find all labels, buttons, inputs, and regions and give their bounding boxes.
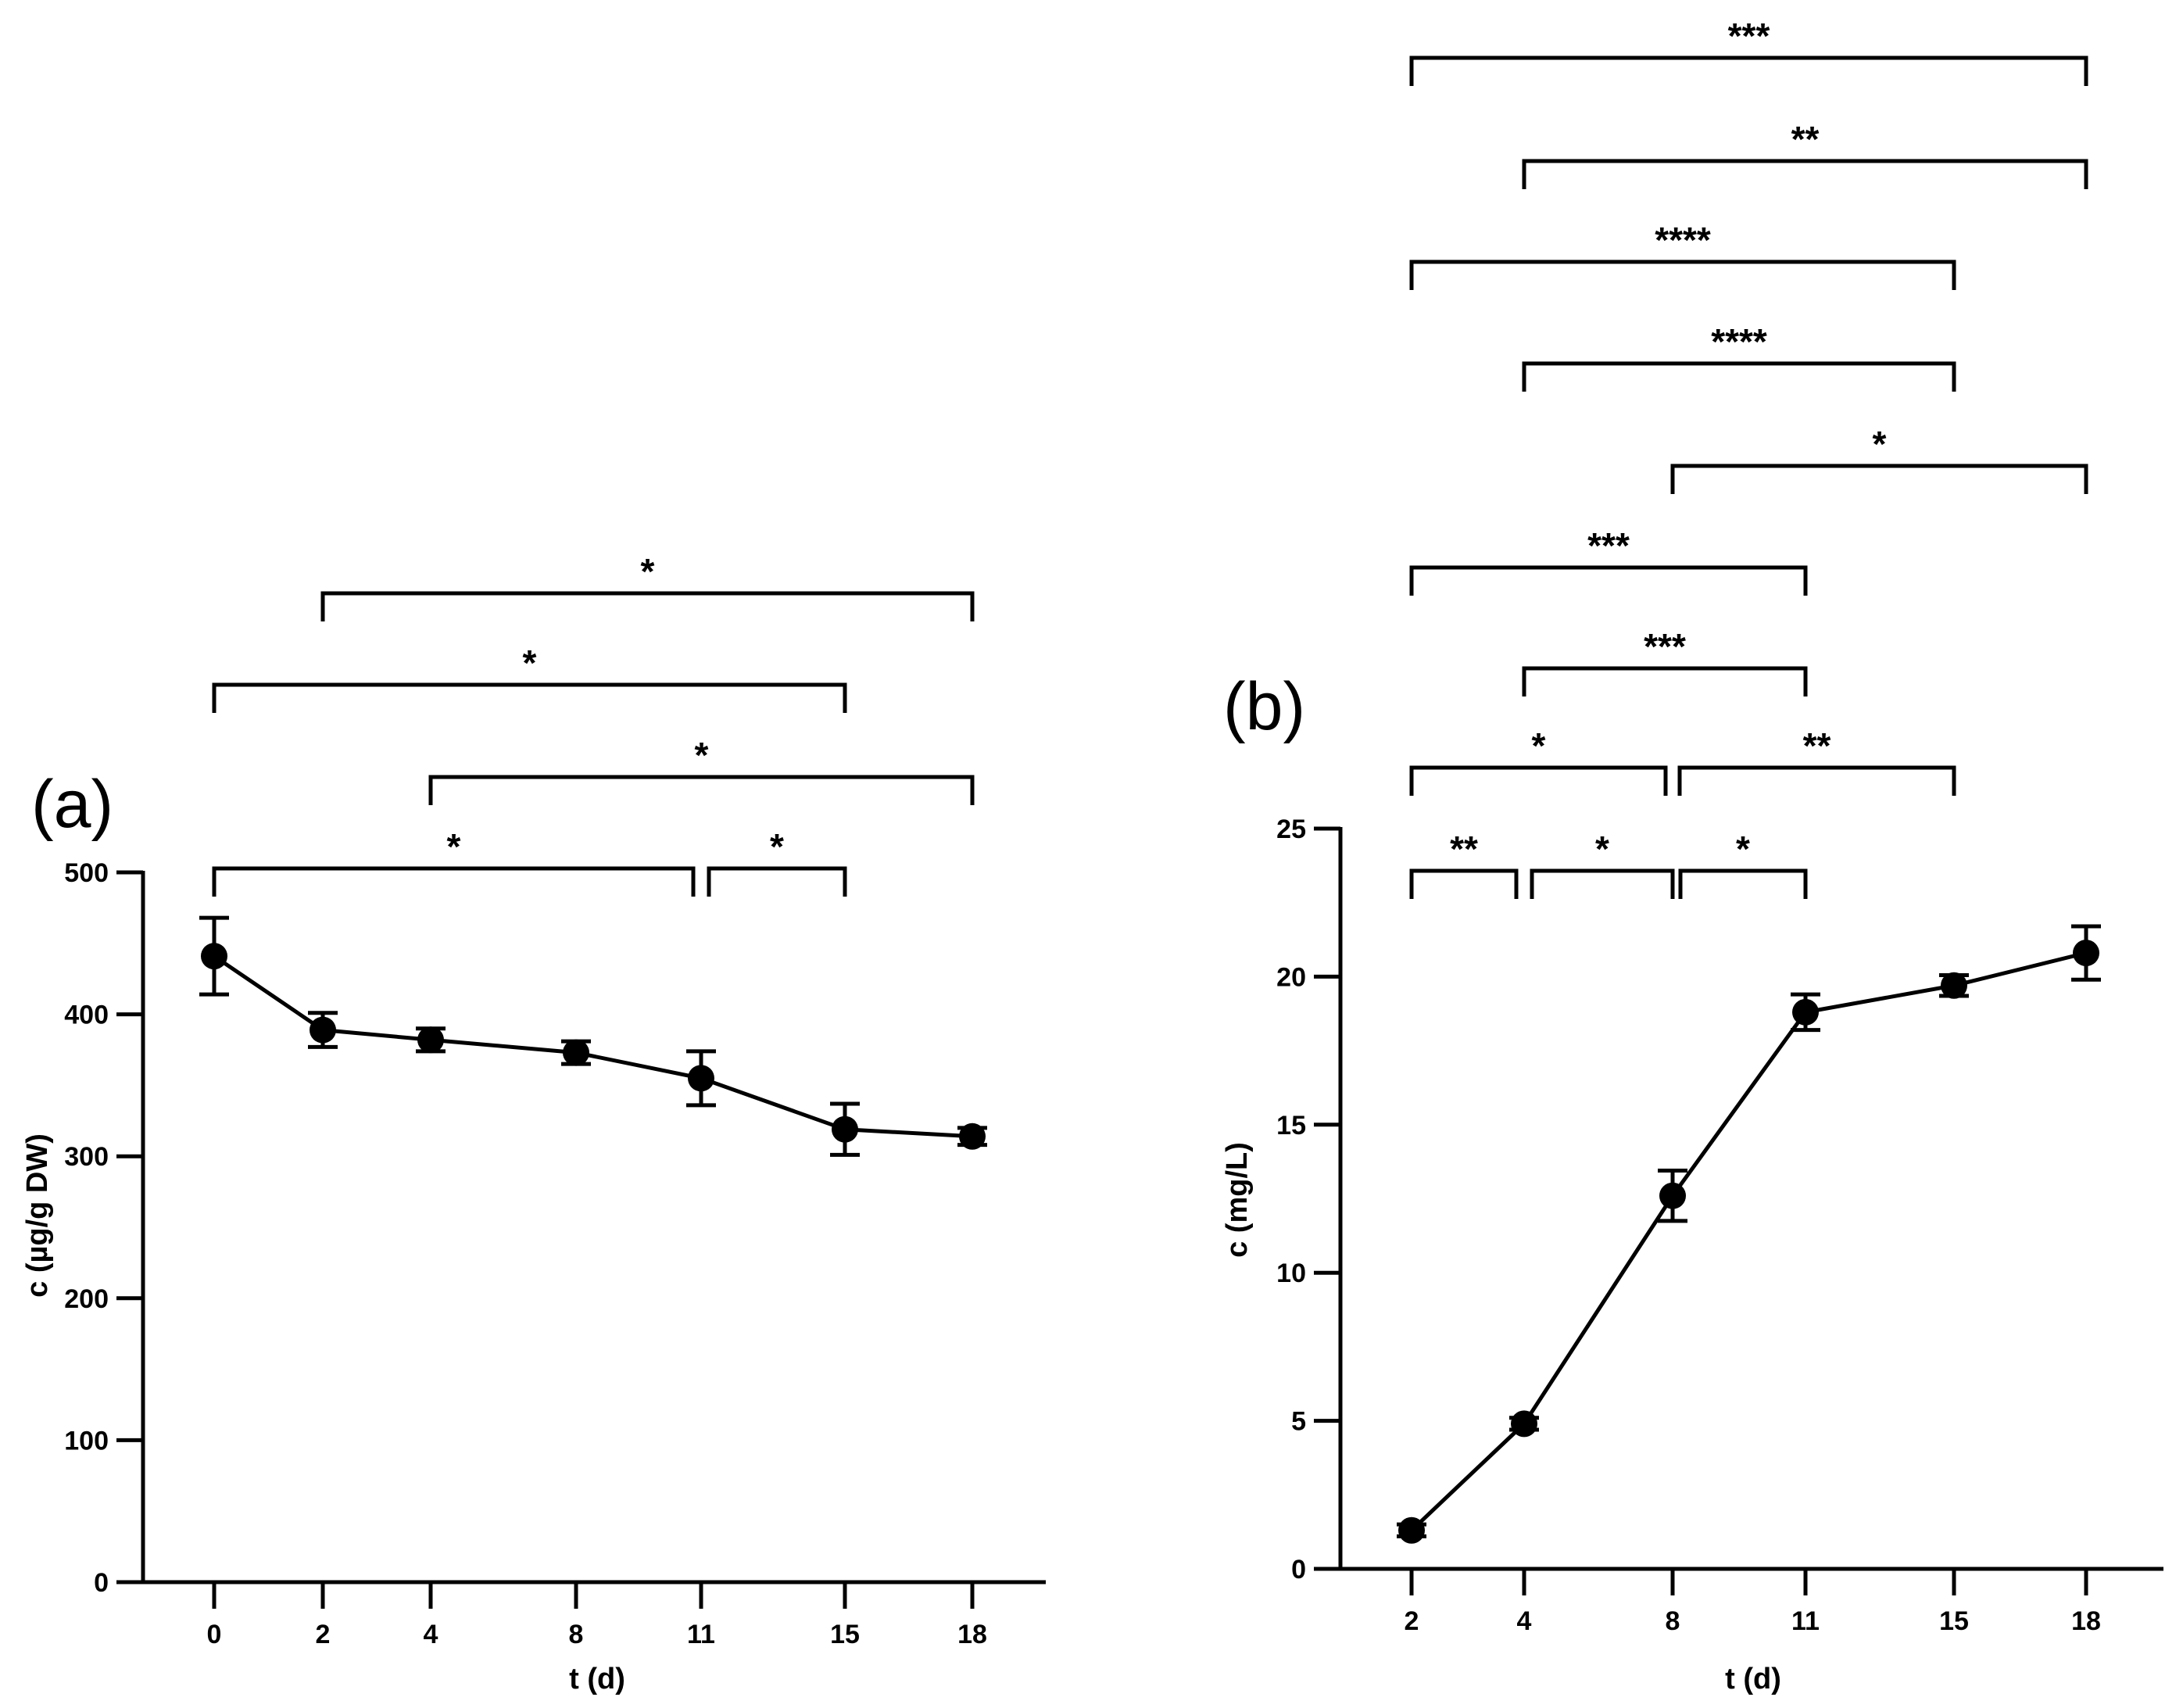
panel-a-y-tick-label: 400 (64, 1001, 109, 1030)
panel-b-x-tick-label: 18 (2071, 1606, 2101, 1636)
panel-a-significance-bracket (212, 682, 847, 713)
panel-b-significance-bracket (1678, 868, 1808, 899)
panel-a: (a) t (d) c (µg/g DW) 0 100 200 300 400 500 0 2… (21, 551, 1046, 1695)
panel-b-significance-bracket (1409, 765, 1668, 796)
panel-a-significance-label: * (770, 826, 784, 867)
panel-b-significance-label: ** (1791, 119, 1820, 159)
panel-b-x-tick-label: 15 (1939, 1606, 1969, 1636)
panel-b-significance-bracket (1522, 159, 2088, 189)
panel-a-x-tick-label: 2 (316, 1620, 331, 1649)
panel-b-data-point (1792, 998, 1819, 1026)
panel-a-data-point (563, 1039, 589, 1066)
panel-b-significance-label: *** (1644, 626, 1686, 667)
panel-a-significance-bracket (320, 591, 975, 621)
panel-a-label: (a) (31, 767, 113, 842)
panel-b-label: (b) (1223, 669, 1305, 744)
panel-a-significance-label: * (523, 643, 537, 683)
panel-b-series-line (1410, 951, 2087, 1532)
panel-a-y-tick-label: 100 (64, 1426, 109, 1456)
panel-a-x-tick-label: 11 (687, 1620, 715, 1649)
panel-b-data-point (1941, 972, 1967, 999)
panel-b-y-tick-label: 15 (1276, 1111, 1306, 1140)
panel-a-y-tick-label: 500 (64, 858, 109, 888)
panel-a-data-point (417, 1026, 444, 1054)
panel-b-data-point (1511, 1410, 1537, 1438)
panel-b-data-point (1398, 1516, 1425, 1544)
panel-b-y-axis-label: c (mg/L) (1221, 1142, 1254, 1258)
panel-a-x-tick-label: 0 (207, 1620, 222, 1649)
panel-b-significance-bracket (1522, 361, 1956, 392)
panel-a-significance-label: * (695, 735, 709, 775)
panel-b-x-axis-label: t (d) (1725, 1663, 1781, 1695)
panel-a-y-axis-label: c (µg/g DW) (21, 1133, 54, 1298)
panel-b-significance-label: **** (1711, 321, 1767, 362)
panel-b-significance-label: ** (1450, 829, 1478, 869)
panel-b-x-tick-label: 8 (1666, 1606, 1680, 1636)
panel-b-significance-bracket (1670, 464, 2088, 494)
panel-b-significance-label: *** (1587, 525, 1630, 566)
panel-b-data-point (2073, 940, 2099, 967)
panel-b-significance-label: **** (1655, 220, 1711, 260)
panel-b-x-tick-label: 11 (1791, 1606, 1820, 1636)
panel-a-y-tick-label: 0 (94, 1568, 109, 1598)
panel-b-x-tick-label: 4 (1517, 1606, 1532, 1636)
panel-b-significance-bracket (1522, 666, 1808, 696)
panel-a-data-point (688, 1065, 714, 1092)
panel-a-y-tick-label: 300 (64, 1142, 109, 1172)
panel-b-data-point (1659, 1182, 1686, 1209)
panel-b-significance-bracket (1409, 565, 1808, 596)
panel-b-significance-bracket (1409, 56, 2088, 86)
panel-b-y-tick-label: 25 (1276, 815, 1306, 844)
panel-a-significance-label: * (641, 551, 655, 592)
panel-a-significance-bracket (212, 866, 696, 897)
panel-a-data-point (959, 1123, 986, 1150)
panel-a-data-point (310, 1016, 336, 1044)
panel-a-data-point (201, 943, 227, 970)
panel-b-significance-label: * (1873, 424, 1887, 464)
panel-a-y-tick-label: 200 (64, 1284, 109, 1314)
panel-b-y-tick-label: 0 (1291, 1555, 1306, 1584)
panel-a-significance-bracket (428, 775, 975, 805)
panel-a-significance-bracket (707, 866, 847, 897)
panel-b-significance-label: * (1532, 725, 1546, 766)
panel-a-significance-label: * (447, 826, 461, 867)
panel-b-significance-label: * (1595, 829, 1609, 869)
panel-a-data-point (832, 1115, 858, 1143)
panel-b-significance-label: ** (1803, 725, 1831, 766)
panel-b-y-tick-label: 20 (1276, 962, 1306, 992)
panel-a-x-axis-label: t (d) (569, 1663, 625, 1695)
panel-b-significance-bracket (1409, 868, 1519, 899)
panel-b-significance-label: * (1736, 829, 1750, 869)
panel-b-significance-bracket (1677, 765, 1956, 796)
panel-b-y-tick-label: 10 (1276, 1259, 1306, 1288)
panel-a-x-tick-label: 18 (957, 1620, 987, 1649)
panel-a-x-tick-label: 15 (830, 1620, 860, 1649)
panel-a-x-tick-label: 8 (569, 1620, 584, 1649)
panel-b-significance-label: *** (1728, 16, 1770, 56)
panel-b-x-tick-label: 2 (1405, 1606, 1419, 1636)
panel-a-x-tick-label: 4 (424, 1620, 438, 1649)
panel-b-y-tick-label: 5 (1291, 1407, 1306, 1437)
panel-b-significance-bracket (1409, 260, 1956, 290)
panel-b-significance-bracket (1530, 868, 1675, 899)
